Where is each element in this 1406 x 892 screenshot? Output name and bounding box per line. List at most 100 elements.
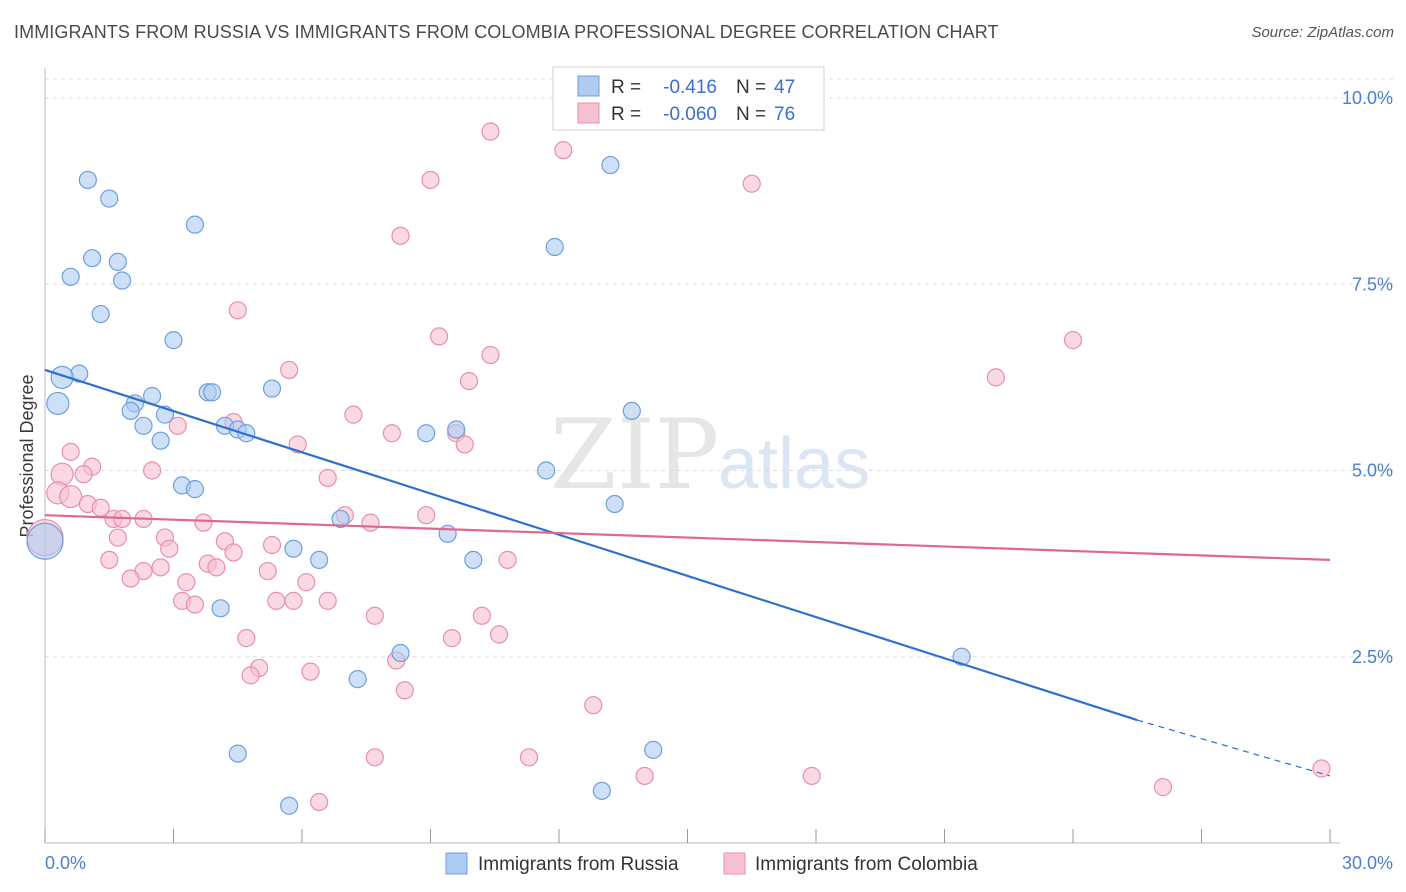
russia-point-10 <box>50 365 74 389</box>
colombia-point-19 <box>61 442 80 461</box>
colombia-point-53 <box>185 595 205 614</box>
colombia-point-26 <box>59 484 83 509</box>
watermark-atlas: atlas <box>718 424 870 504</box>
russia-point-25 <box>447 420 466 439</box>
colombia-point-39 <box>160 539 179 558</box>
colombia-point-8 <box>481 345 500 365</box>
y-tick-label-2: 7.5% <box>1352 274 1393 294</box>
colombia-point-46 <box>151 558 170 577</box>
russia-point-31 <box>438 524 457 543</box>
colombia-point-74 <box>1312 759 1331 778</box>
series-russia-points <box>26 155 971 815</box>
colombia-point-61 <box>237 629 256 648</box>
russia-point-0 <box>78 170 97 190</box>
russia-point-34 <box>464 550 483 570</box>
russia-point-40 <box>280 796 299 815</box>
stats-russia-n-label: N = <box>736 77 766 98</box>
russia-point-38 <box>348 669 367 689</box>
colombia-point-1 <box>554 141 573 160</box>
russia-point-29 <box>605 494 624 514</box>
russia-point-6 <box>112 271 132 290</box>
colombia-point-2 <box>421 170 440 190</box>
colombia-point-0 <box>481 122 500 141</box>
colombia-point-58 <box>472 606 491 625</box>
chart-title: IMMIGRANTS FROM RUSSIA VS IMMIGRANTS FRO… <box>14 22 999 42</box>
x-tick-marks <box>44 829 1331 843</box>
colombia-point-15 <box>382 424 402 443</box>
colombia-point-5 <box>228 301 247 320</box>
gridlines <box>45 78 1393 658</box>
legend-swatch-colombia <box>723 852 746 875</box>
y-tick-label-3: 10.0% <box>1342 88 1393 108</box>
russia-point-7 <box>91 304 110 324</box>
colombia-point-73 <box>1153 778 1173 797</box>
stats-russia-r-value: -0.416 <box>663 77 717 98</box>
colombia-point-72 <box>310 792 329 812</box>
y-axis-title: Professional Degree <box>17 374 37 537</box>
colombia-point-22 <box>142 461 162 480</box>
stats-russia-n-value: 47 <box>774 77 795 98</box>
colombia-point-65 <box>241 666 260 685</box>
russia-point-8 <box>164 331 183 350</box>
colombia-point-12 <box>344 405 363 424</box>
trend-line-russia-extension <box>1137 719 1331 777</box>
russia-point-15 <box>46 391 70 416</box>
colombia-point-43 <box>100 550 119 570</box>
russia-point-20 <box>134 416 153 435</box>
y-tick-labels: 2.5% 5.0% 7.5% 10.0% <box>1342 88 1393 667</box>
russia-point-27 <box>185 480 205 499</box>
colombia-point-59 <box>489 625 509 644</box>
russia-point-39 <box>228 744 247 763</box>
russia-point-4 <box>108 252 127 271</box>
russia-point-41 <box>592 781 611 800</box>
legend-swatch-russia <box>445 852 468 875</box>
trend-lines <box>44 368 1331 777</box>
colombia-point-57 <box>365 606 384 625</box>
y-tick-label-0: 2.5% <box>1352 647 1393 667</box>
stats-swatch-russia <box>577 75 600 97</box>
trend-line-russia <box>44 368 1138 722</box>
colombia-point-69 <box>519 748 539 767</box>
colombia-point-50 <box>177 573 196 592</box>
colombia-point-64 <box>301 662 320 681</box>
russia-point-44 <box>601 155 620 175</box>
russia-point-1 <box>100 189 119 208</box>
legend-label-russia: Immigrants from Russia <box>478 854 679 875</box>
x-tick-label-min: 0.0% <box>45 853 86 873</box>
colombia-point-3 <box>742 174 761 193</box>
russia-point-23 <box>151 431 170 450</box>
colombia-point-35 <box>361 513 380 532</box>
stats-colombia-r-value: -0.060 <box>663 104 717 125</box>
colombia-point-11 <box>459 372 479 391</box>
stats-swatch-colombia <box>577 102 600 124</box>
russia-point-17 <box>121 401 140 420</box>
watermark: ZIP atlas <box>550 399 870 511</box>
colombia-point-67 <box>584 696 603 715</box>
trend-line-colombia <box>44 514 1331 561</box>
axes <box>44 68 1340 844</box>
colombia-point-36 <box>108 528 127 547</box>
series-colombia-points <box>26 122 1331 812</box>
russia-point-33 <box>310 550 329 570</box>
russia-point-2 <box>185 215 205 234</box>
colombia-point-6 <box>429 327 449 346</box>
russia-point-46 <box>622 401 641 420</box>
russia-point-30 <box>331 509 350 529</box>
colombia-point-40 <box>262 535 282 555</box>
stats-russia-r-label: R = <box>611 77 641 98</box>
x-tick-label-max: 30.0% <box>1342 853 1393 873</box>
source-credit: Source: ZipAtlas.com <box>1251 24 1394 41</box>
russia-point-45 <box>545 237 564 257</box>
colombia-point-24 <box>318 468 337 488</box>
colombia-point-55 <box>284 591 303 610</box>
colombia-point-71 <box>802 766 821 786</box>
stats-colombia-r-label: R = <box>611 104 641 125</box>
legend-label-colombia: Immigrants from Colombia <box>755 854 978 875</box>
colombia-point-68 <box>365 748 384 767</box>
russia-point-36 <box>391 643 410 663</box>
colombia-point-41 <box>224 543 243 562</box>
colombia-point-23 <box>74 465 93 484</box>
colombia-point-42 <box>498 550 517 570</box>
colombia-point-70 <box>635 766 654 786</box>
russia-point-32 <box>284 539 303 558</box>
